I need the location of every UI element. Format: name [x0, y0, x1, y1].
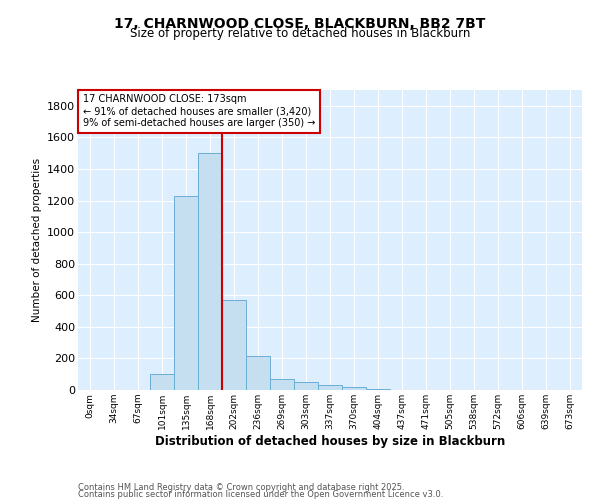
- Bar: [246, 356, 270, 390]
- Bar: [198, 153, 222, 390]
- Text: Contains HM Land Registry data © Crown copyright and database right 2025.: Contains HM Land Registry data © Crown c…: [78, 482, 404, 492]
- Text: 17 CHARNWOOD CLOSE: 173sqm
← 91% of detached houses are smaller (3,420)
9% of se: 17 CHARNWOOD CLOSE: 173sqm ← 91% of deta…: [83, 94, 316, 128]
- Text: 17, CHARNWOOD CLOSE, BLACKBURN, BB2 7BT: 17, CHARNWOOD CLOSE, BLACKBURN, BB2 7BT: [115, 18, 485, 32]
- Y-axis label: Number of detached properties: Number of detached properties: [32, 158, 41, 322]
- Text: Contains public sector information licensed under the Open Government Licence v3: Contains public sector information licen…: [78, 490, 443, 499]
- Bar: [270, 379, 294, 390]
- Text: Size of property relative to detached houses in Blackburn: Size of property relative to detached ho…: [130, 28, 470, 40]
- Bar: [366, 389, 390, 390]
- X-axis label: Distribution of detached houses by size in Blackburn: Distribution of detached houses by size …: [155, 434, 505, 448]
- Bar: [222, 300, 246, 390]
- Bar: [318, 386, 342, 390]
- Bar: [150, 374, 174, 390]
- Bar: [342, 387, 366, 390]
- Bar: [294, 382, 318, 390]
- Bar: [174, 196, 198, 390]
